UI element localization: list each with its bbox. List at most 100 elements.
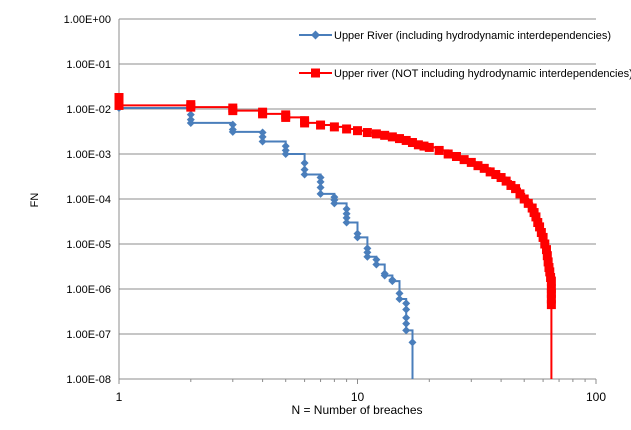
data-point-marker [316,183,325,192]
data-point-marker [387,132,397,142]
data-point-marker [316,120,326,130]
data-point-marker [228,120,237,129]
data-point-marker [536,228,546,238]
data-point-marker [353,126,362,136]
data-point-marker [395,289,404,298]
data-point-marker [114,93,124,103]
data-point-marker [342,213,351,222]
data-point-marker [541,245,551,255]
data-point-marker [402,305,411,314]
data-point-marker [371,129,381,139]
data-point-marker [330,199,339,208]
data-point-marker [388,277,397,286]
data-point-marker [329,122,339,132]
data-point-marker [363,244,372,253]
series-line-1 [118,99,414,379]
data-point-marker [434,145,444,155]
data-point-marker [546,294,556,304]
data-point-marker [300,165,309,174]
data-point-marker [419,141,429,151]
data-point-marker [443,149,453,159]
data-point-marker [380,130,390,140]
y-tick-label: 1.00E-05 [66,239,111,251]
data-point-marker [546,300,556,310]
x-tick-label: 10 [351,390,365,404]
data-point-marker [281,150,290,158]
data-point-marker [281,142,290,151]
x-tick-label: 100 [586,390,606,404]
series-2 [114,93,556,379]
data-point-marker [394,134,404,144]
data-point-marker [523,198,533,208]
legend-marker-series-1 [311,30,320,40]
data-point-marker [395,294,404,303]
data-point-marker [540,239,550,249]
data-point-marker [506,180,516,190]
data-point-marker [491,170,501,180]
data-point-marker [300,118,310,128]
data-point-marker [451,151,461,161]
data-point-marker [496,173,506,183]
data-point-marker [542,251,552,261]
data-point-marker [281,112,291,122]
data-point-marker [538,232,548,242]
data-point-marker [228,106,238,116]
y-tick-label: 1.00E-06 [66,284,111,296]
data-point-marker [380,271,389,280]
y-tick-labels: 1.00E+00 1.00E-01 1.00E-02 1.00E-03 1.00E-04… [64,14,111,386]
data-point-marker [408,338,417,347]
y-tick-label: 1.00E+00 [64,14,111,26]
data-point-marker [479,163,489,173]
data-point-marker [501,176,511,186]
data-point-marker [466,157,476,167]
y-axis-label: FN [29,193,41,208]
data-point-marker [353,233,362,242]
data-point-marker [543,257,553,267]
data-point-marker [258,128,267,137]
legend-label-series-2: Upper river (NOT including hydrodynamic … [334,68,631,80]
data-point-marker [186,110,195,119]
data-point-marker [485,167,495,177]
data-point-marker [363,248,372,257]
data-point-marker [459,155,469,165]
y-tick-label: 1.00E-07 [66,329,111,341]
axes [118,19,597,384]
data-point-marker [535,222,545,232]
y-tick-label: 1.00E-01 [66,59,111,71]
y-tick-label: 1.00E-08 [66,374,111,386]
legend-marker-series-2 [311,68,320,78]
x-tick-labels: 1 10 100 [116,390,607,404]
y-tick-label: 1.00E-02 [66,104,111,116]
data-point-marker [473,161,483,171]
x-tick-label: 1 [116,390,123,404]
series-layer [114,93,556,379]
data-point-marker [531,212,541,222]
data-point-marker [401,135,411,145]
data-point-marker [511,184,521,194]
data-point-marker [402,326,411,335]
data-point-marker [413,140,423,150]
data-point-marker [402,319,411,328]
data-point-marker [372,255,381,264]
data-point-marker [342,204,351,213]
data-point-marker [186,102,196,112]
data-point-marker [342,209,351,218]
legend-label-series-1: Upper River (including hydrodynamic inte… [334,30,611,42]
data-point-marker [424,142,434,152]
data-point-marker [546,288,556,298]
gridlines [119,18,596,335]
data-point-marker [515,189,525,199]
data-point-marker [228,127,237,136]
y-tick-label: 1.00E-04 [66,194,111,206]
x-axis-label: N = Number of breaches [291,403,422,417]
data-point-marker [372,260,381,269]
data-point-marker [546,276,556,286]
data-point-marker [527,203,537,213]
data-point-marker [363,252,372,261]
data-point-marker [300,170,309,179]
data-point-marker [402,299,411,308]
data-point-marker [114,100,124,110]
data-point-marker [258,132,267,141]
data-point-marker [402,313,411,322]
